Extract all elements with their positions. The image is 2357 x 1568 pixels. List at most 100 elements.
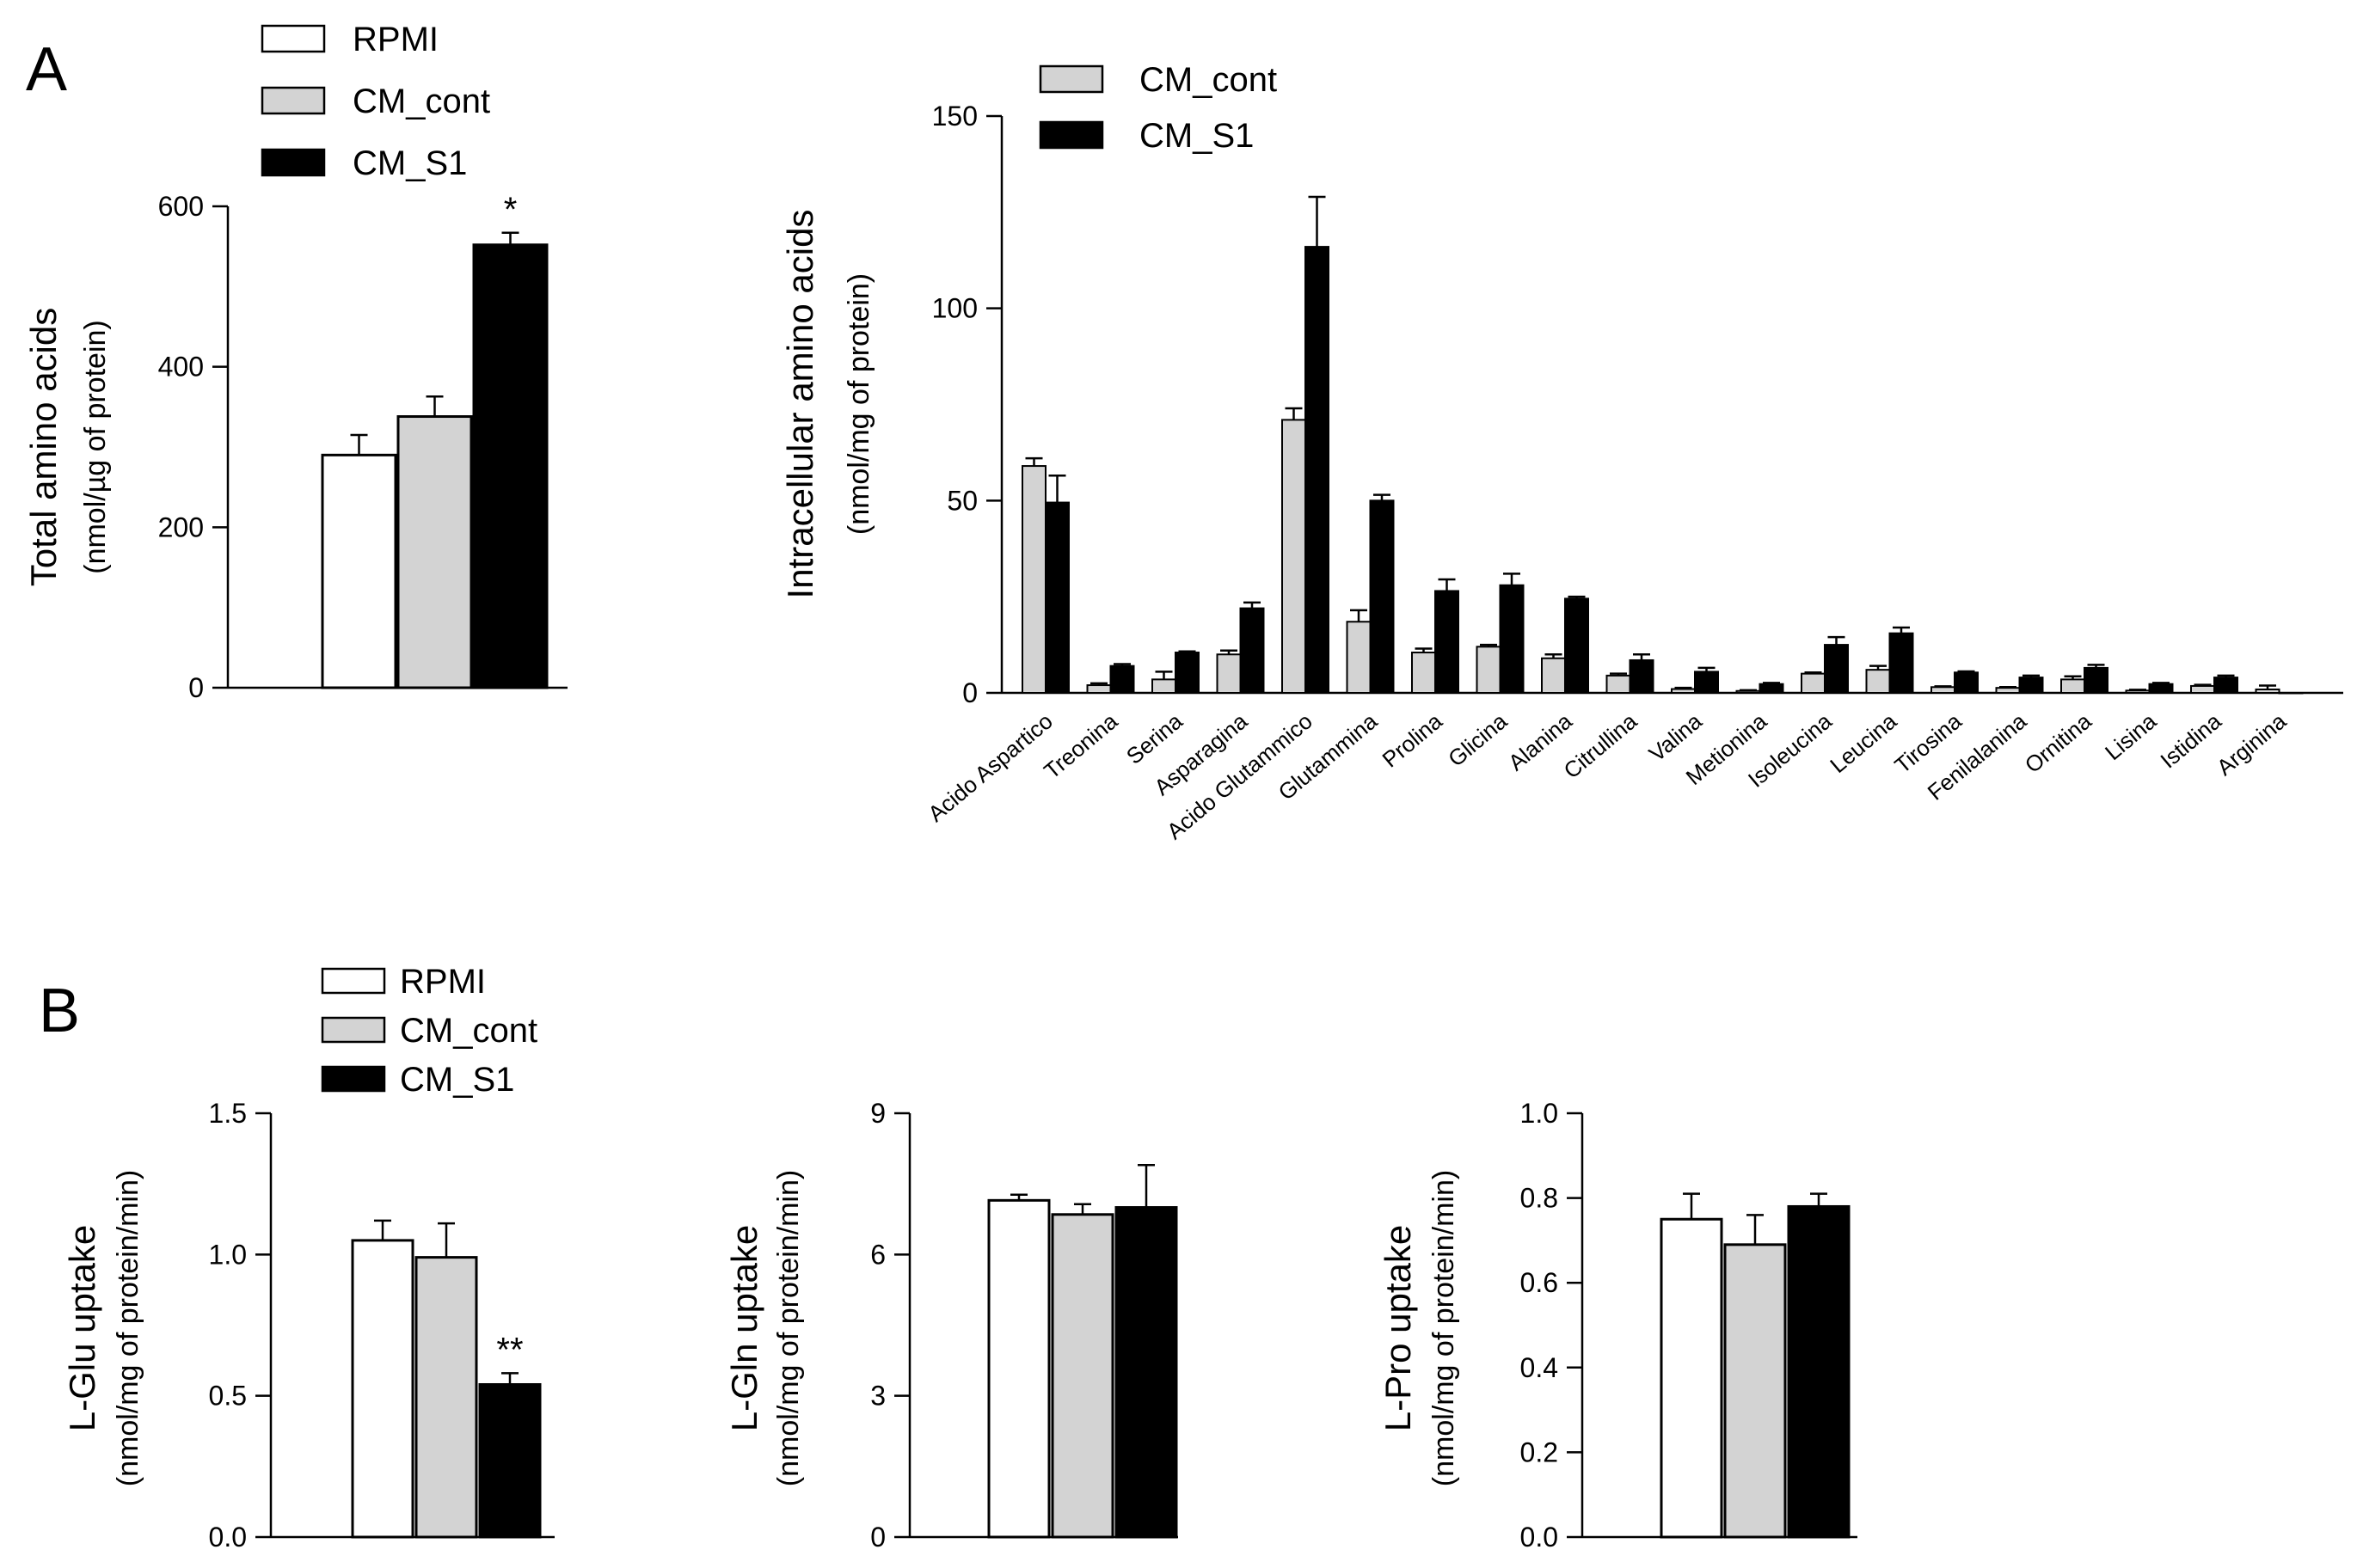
intra-category-label: Citrullina xyxy=(1559,707,1642,783)
total-bar-rpmi xyxy=(321,453,397,689)
intra-category-label: Ornitina xyxy=(2020,707,2096,778)
panel-label-a: A xyxy=(26,35,67,104)
intra-bar-valina-cm-cont xyxy=(1671,688,1696,695)
intra-bar-acido-glutammico-cm-cont xyxy=(1281,419,1306,694)
legend-label-rpmi: RPMI xyxy=(353,21,439,58)
legend-label-cm-cont: CM_cont xyxy=(400,1012,537,1050)
legend-swatch-cm-cont xyxy=(1039,64,1104,94)
intra-bar-tirosina-cm-cont xyxy=(1930,686,1955,694)
intra-bar-metionina-cm-s1 xyxy=(1759,683,1784,694)
total-ytick-label: 200 xyxy=(158,511,204,542)
intra-bar-acido-aspartico-cm-cont xyxy=(1022,465,1047,694)
intra-bar-arginina-cm-cont xyxy=(2255,688,2280,694)
pro-ytick-label: 0.4 xyxy=(1520,1352,1558,1383)
pro-bar-rpmi xyxy=(1660,1217,1723,1539)
intra-bar-leucina-cm-cont xyxy=(1865,669,1891,694)
intra-bar-treonina-cm-s1 xyxy=(1109,665,1135,694)
intra-bar-isoleucina-cm-cont xyxy=(1801,672,1826,695)
panel-label-b: B xyxy=(39,977,80,1045)
intracellular-ytick-label: 0 xyxy=(962,677,978,708)
intracellular-y-label: Intracellular amino acids xyxy=(780,210,820,599)
total-y-label-units: (nmol/µg of protein) xyxy=(79,320,112,574)
legend-label-rpmi: RPMI xyxy=(400,963,486,1001)
intra-category-label: Treonina xyxy=(1039,707,1123,784)
intra-category-label: Glicina xyxy=(1443,707,1513,771)
intra-bar-tirosina-cm-s1 xyxy=(1954,671,1979,694)
legend-swatch-cm-cont xyxy=(261,86,326,115)
intra-bar-alanina-cm-s1 xyxy=(1564,597,1589,694)
legend-label-cm-s1: CM_S1 xyxy=(1139,117,1254,155)
glu-bar-cm-s1 xyxy=(478,1383,542,1539)
pro-ytick-label: 0.8 xyxy=(1520,1183,1558,1214)
intra-bar-asparagina-cm-s1 xyxy=(1239,607,1265,694)
pro-y-label: L-Pro uptake xyxy=(1378,1225,1418,1431)
intra-bar-ornitina-cm-s1 xyxy=(2084,666,2108,695)
gln-bar-cm-s1 xyxy=(1114,1206,1178,1539)
intra-category-label: Leucina xyxy=(1825,707,1901,778)
gln-y-label: L-Gln uptake xyxy=(724,1225,764,1431)
intra-bar-citrullina-cm-s1 xyxy=(1629,658,1654,695)
intra-bar-lisina-cm-cont xyxy=(2125,689,2151,694)
glu-ytick-label: 0.0 xyxy=(209,1522,247,1553)
intra-bar-leucina-cm-s1 xyxy=(1888,632,1914,694)
gln-bar-cm-cont xyxy=(1051,1213,1114,1539)
chart-gln: 0 3 6 9 L-Gln uptake (nmol/mg of protein/min) xyxy=(724,1098,1178,1553)
gln-ytick-label: 6 xyxy=(870,1239,886,1270)
legend-swatch-rpmi xyxy=(321,967,386,995)
glu-significance-marker: ** xyxy=(496,1331,523,1369)
intra-bar-lisina-cm-s1 xyxy=(2148,683,2174,694)
chart-pro: 0.0 0.2 0.4 0.6 0.8 1.0 L-Pro uptake (nmol/mg o… xyxy=(1378,1098,1857,1553)
glu-bar-cm-cont xyxy=(414,1256,478,1539)
pro-ytick-label: 1.0 xyxy=(1520,1098,1558,1129)
intra-bar-prolina-cm-cont xyxy=(1411,652,1436,695)
pro-bar-cm-s1 xyxy=(1787,1204,1851,1539)
total-significance-marker: * xyxy=(504,191,518,229)
intra-bar-glicina-cm-s1 xyxy=(1499,584,1525,694)
intracellular-y-label-units: (nmol/mg of protein) xyxy=(843,273,875,535)
intra-bar-istidina-cm-s1 xyxy=(2213,677,2238,695)
pro-bar-cm-cont xyxy=(1723,1243,1787,1539)
total-ytick-label: 400 xyxy=(158,352,204,383)
glu-y-label-units: (nmol/mg of protein/min) xyxy=(112,1170,144,1486)
legend-label-cm-cont: CM_cont xyxy=(1139,61,1277,99)
intra-bar-asparagina-cm-cont xyxy=(1216,653,1242,694)
gln-bar-rpmi xyxy=(987,1198,1051,1539)
chart-total: 0 200 400 600 Total amino acids (nmol/µg of p… xyxy=(23,21,568,703)
intra-bar-valina-cm-s1 xyxy=(1694,671,1719,694)
total-ytick-label: 600 xyxy=(158,191,204,222)
intra-category-label: Arginina xyxy=(2212,707,2292,781)
intra-bar-serina-cm-s1 xyxy=(1175,652,1200,695)
intra-bar-isoleucina-cm-s1 xyxy=(1824,644,1849,694)
legend-swatch-cm-s1 xyxy=(261,148,326,177)
intra-category-label: Lisina xyxy=(2100,707,2162,765)
intra-bar-glicina-cm-cont xyxy=(1476,646,1501,695)
intra-bar-istidina-cm-cont xyxy=(2190,684,2215,694)
glu-y-label: L-Glu uptake xyxy=(62,1225,102,1431)
chart-intracellular: 0 50 100 150 Intracellular amino acids (nmol/… xyxy=(780,61,2343,844)
pro-ytick-label: 0.0 xyxy=(1520,1522,1558,1553)
pro-ytick-label: 0.6 xyxy=(1520,1267,1558,1298)
legend-label-cm-s1: CM_S1 xyxy=(400,1061,514,1099)
total-y-label: Total amino acids xyxy=(23,308,64,587)
legend-swatch-rpmi xyxy=(261,24,326,53)
intra-bar-treonina-cm-cont xyxy=(1086,684,1112,695)
gln-ytick-label: 0 xyxy=(870,1522,886,1553)
intracellular-ytick-label: 100 xyxy=(932,293,978,324)
gln-ytick-label: 9 xyxy=(870,1098,886,1129)
gln-ytick-label: 3 xyxy=(870,1381,886,1412)
intra-bar-arginina-cm-s1 xyxy=(2278,692,2304,695)
intracellular-ytick-label: 150 xyxy=(932,101,978,132)
gln-y-label-units: (nmol/mg of protein/min) xyxy=(772,1170,805,1486)
total-ytick-label: 0 xyxy=(188,672,204,703)
legend-swatch-cm-cont xyxy=(321,1016,386,1044)
pro-ytick-label: 0.2 xyxy=(1520,1436,1558,1467)
pro-y-label-units: (nmol/mg of protein/min) xyxy=(1427,1170,1460,1486)
glu-ytick-label: 1.0 xyxy=(209,1239,247,1270)
intra-bar-citrullina-cm-cont xyxy=(1605,674,1631,694)
intra-bar-metionina-cm-cont xyxy=(1735,689,1761,694)
intra-bar-alanina-cm-cont xyxy=(1541,657,1566,694)
legend-label-cm-cont: CM_cont xyxy=(353,83,490,120)
intra-bar-acido-glutammico-cm-s1 xyxy=(1304,246,1329,694)
